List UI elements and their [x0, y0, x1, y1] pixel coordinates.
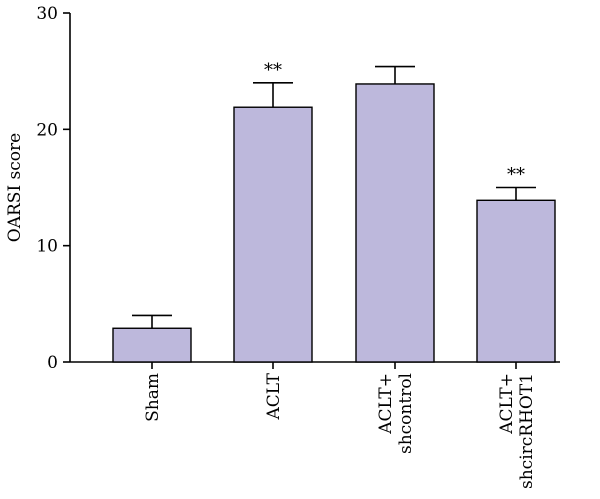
- bar: [355, 83, 435, 363]
- y-tick-label: 10: [36, 237, 58, 257]
- x-category-label: ACLT: [264, 372, 284, 420]
- bar-group: [112, 314, 192, 363]
- x-ticks: Sham ACLT ACLT+ shcontrol ACLT+ shcircRHOT1: [143, 362, 537, 489]
- x-category-label: ACLT+: [497, 373, 517, 435]
- bar-group: **: [233, 60, 313, 363]
- significance-label: **: [264, 60, 282, 81]
- x-axis: Sham ACLT ACLT+ shcontrol ACLT+ shcircRHOT1: [70, 361, 560, 489]
- bar: [233, 106, 313, 363]
- y-tick-label: 20: [36, 120, 58, 140]
- x-category-label: Sham: [143, 373, 163, 422]
- x-category-label: shcontrol: [396, 373, 416, 454]
- y-axis: 0 10 20 30: [36, 4, 71, 373]
- y-axis-title: OARSI score: [5, 133, 25, 242]
- bar-group: [355, 65, 435, 363]
- y-tick-label: 30: [36, 4, 58, 24]
- y-ticks: 0 10 20 30: [36, 4, 70, 373]
- x-category-label: shcircRHOT1: [517, 373, 537, 489]
- bar-group: **: [476, 165, 556, 363]
- x-category-label: ACLT+: [376, 373, 396, 435]
- significance-label: **: [507, 165, 525, 186]
- y-tick-label: 0: [47, 353, 58, 373]
- bar: [476, 199, 556, 363]
- bar: [112, 327, 192, 363]
- bars: ** **: [112, 60, 556, 363]
